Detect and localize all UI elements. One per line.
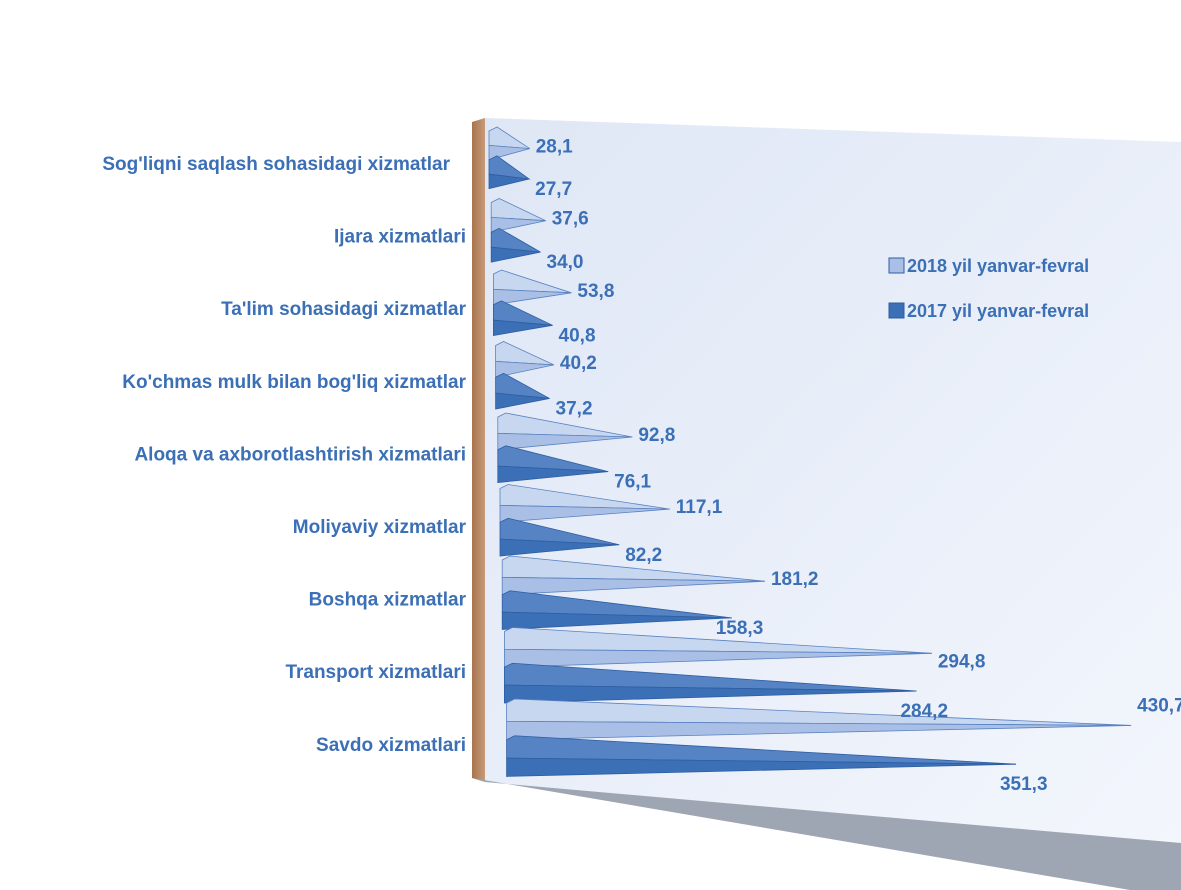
value-label-2018: 53,8 bbox=[577, 281, 614, 302]
bar-2017-face bbox=[488, 173, 530, 190]
bar-2017-face bbox=[503, 684, 917, 704]
value-label-2017: 27,7 bbox=[535, 179, 572, 200]
value-label-2017: 34,0 bbox=[547, 252, 584, 273]
bar-2017-face bbox=[495, 392, 550, 410]
bar-2018-face bbox=[495, 360, 554, 378]
category-label: Aloqa va axborotlashtirish xizmatlari bbox=[134, 444, 466, 465]
category-label: Moliyaviy xizmatlar bbox=[293, 517, 467, 538]
value-label-2017: 76,1 bbox=[614, 472, 651, 493]
bar-2017-face bbox=[499, 538, 620, 557]
bar-2017-face bbox=[501, 611, 732, 630]
value-label-2017: 37,2 bbox=[556, 398, 593, 419]
legend-label-2017: 2017 yil yanvar-fevral bbox=[907, 301, 1089, 321]
bar-2018-face bbox=[488, 144, 530, 161]
legend-swatch-2018 bbox=[888, 257, 905, 274]
value-label-2018: 294,8 bbox=[938, 651, 986, 672]
value-label-2017: 82,2 bbox=[625, 545, 662, 566]
value-label-2018: 430,7 bbox=[1137, 695, 1181, 716]
bar-2017-face bbox=[490, 246, 541, 263]
category-label: Sog'liqni saqlash sohasidagi xizmatlar bbox=[102, 154, 450, 175]
value-label-2017: 351,3 bbox=[1000, 774, 1048, 795]
category-label: Boshqa xizmatlar bbox=[309, 590, 467, 611]
value-label-2017: 158,3 bbox=[716, 618, 764, 639]
bar-2018-face bbox=[501, 576, 765, 596]
bar-2017-face bbox=[506, 757, 1016, 777]
category-label: Transport xizmatlari bbox=[285, 662, 466, 683]
bar-2018-face bbox=[499, 504, 670, 523]
value-label-2018: 28,1 bbox=[536, 137, 573, 158]
chart-floor bbox=[472, 778, 1181, 890]
bar-2018-face bbox=[497, 432, 633, 451]
bar-2018-face bbox=[506, 720, 1132, 741]
value-label-2018: 92,8 bbox=[638, 425, 675, 446]
legend-label-2018: 2018 yil yanvar-fevral bbox=[907, 256, 1089, 276]
bar-2018-face bbox=[490, 216, 546, 233]
bar-2018-face bbox=[492, 288, 572, 306]
category-label: Ko'chmas mulk bilan bog'liq xizmatlar bbox=[122, 372, 466, 393]
value-label-2018: 40,2 bbox=[560, 353, 597, 374]
value-label-2018: 117,1 bbox=[676, 497, 723, 518]
value-label-2017: 284,2 bbox=[900, 701, 948, 722]
bar-2017-face bbox=[492, 319, 553, 337]
chart-side-wall bbox=[472, 118, 485, 782]
bar-2018-face bbox=[503, 648, 932, 668]
value-label-2017: 40,8 bbox=[559, 325, 596, 346]
category-label: Ta'lim sohasidagi xizmatlar bbox=[221, 299, 467, 320]
value-label-2018: 181,2 bbox=[771, 569, 819, 590]
value-label-2018: 37,6 bbox=[552, 209, 589, 230]
bar-2017-face bbox=[497, 465, 609, 483]
category-label: Savdo xizmatlari bbox=[316, 735, 466, 756]
category-label: Ijara xizmatlari bbox=[334, 227, 466, 248]
legend-swatch-2017 bbox=[888, 302, 905, 319]
